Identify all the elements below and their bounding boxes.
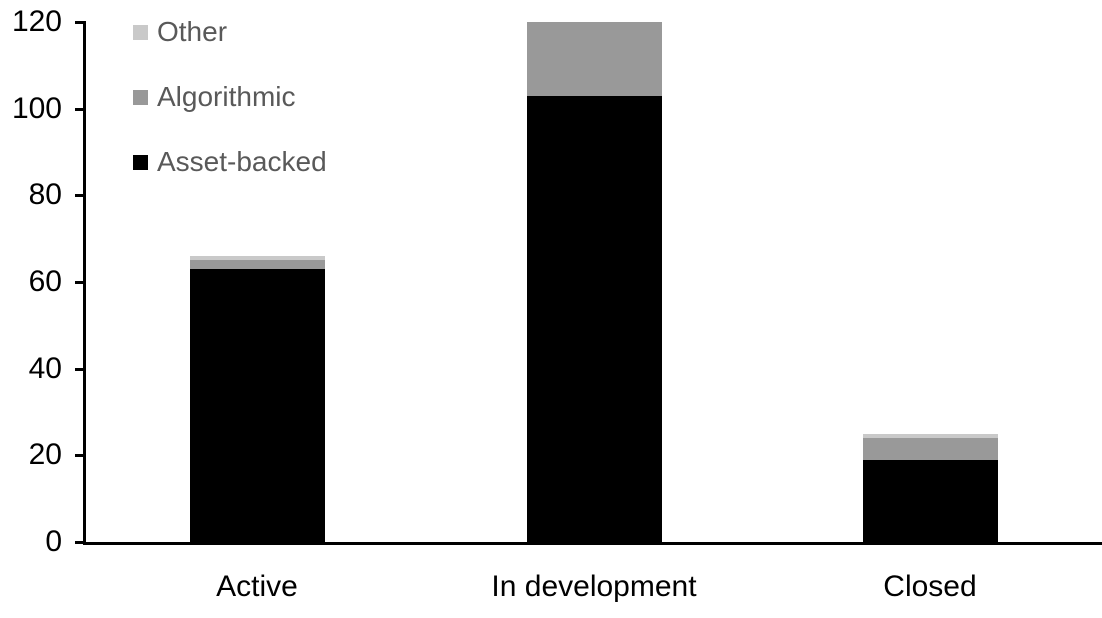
x-category-label-active: Active [216, 570, 298, 603]
legend-label-algorithmic: Algorithmic [157, 81, 296, 112]
y-tick-label-0: 0 [45, 525, 62, 558]
legend: Other Algorithmic Asset-backed [133, 16, 327, 213]
y-tick-mark-120 [75, 21, 84, 24]
legend-label-asset-backed: Asset-backed [157, 146, 327, 177]
y-tick-mark-40 [75, 367, 84, 371]
y-tick-mark-20 [75, 454, 84, 458]
legend-item-algorithmic: Algorithmic [133, 81, 327, 112]
y-tick-mark-60 [75, 281, 84, 284]
y-tick-label-100: 100 [11, 91, 62, 125]
bar-segment-asset-backed-in-development [526, 95, 662, 542]
legend-item-asset-backed: Asset-backed [133, 146, 327, 177]
x-category-label-closed: Closed [883, 570, 977, 603]
y-tick-label-40: 40 [28, 351, 62, 385]
y-tick-mark-100 [75, 107, 84, 111]
x-axis-line [83, 542, 1102, 545]
y-tick-label-80: 80 [28, 178, 62, 212]
bar-segment-other-active [189, 256, 325, 261]
bar-segment-asset-backed-closed [862, 459, 998, 542]
bar-segment-algorithmic-active [189, 260, 325, 269]
legend-swatch-other [133, 24, 148, 40]
x-category-label-in-development: In development [491, 570, 697, 603]
bar-segment-algorithmic-in-development [526, 22, 662, 96]
legend-item-other: Other [133, 16, 327, 47]
y-tick-label-60: 60 [28, 265, 62, 298]
legend-swatch-algorithmic [133, 89, 148, 105]
bar-segment-other-closed [862, 433, 998, 438]
y-tick-mark-0 [75, 541, 84, 544]
y-tick-label-120: 120 [11, 5, 62, 38]
bar-segment-asset-backed-active [189, 269, 325, 542]
legend-label-other: Other [157, 16, 228, 47]
bar-segment-algorithmic-closed [862, 438, 998, 460]
y-axis-line [83, 21, 86, 545]
y-tick-label-20: 20 [28, 438, 62, 472]
legend-swatch-asset-backed [133, 154, 148, 170]
y-tick-mark-80 [75, 194, 84, 198]
